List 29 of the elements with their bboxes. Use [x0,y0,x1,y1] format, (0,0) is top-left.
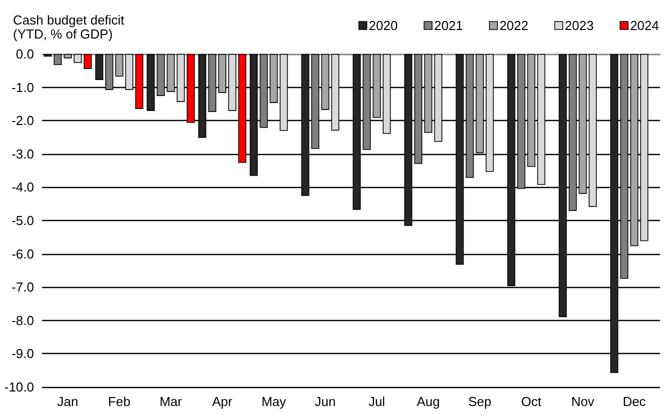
x-tick-label: Dec [622,394,646,409]
y-tick-label: -4.0 [12,180,34,195]
y-tick-label: 0.0 [16,46,34,62]
x-tick-label: Jan [57,394,78,409]
x-tick-label: Apr [212,394,234,409]
y-tick-label: -6.0 [12,246,34,262]
legend-label: 2020 [368,18,398,33]
x-tick-label: Nov [571,394,595,409]
legend-label: 2022 [499,18,528,33]
y-tick-label: -1.0 [12,80,34,95]
y-tick-label: -3.0 [12,146,34,162]
y-tick-label: -5.0 [12,213,34,228]
y-tick-label: -10.0 [4,380,34,394]
x-tick-label: Mar [160,394,183,409]
x-tick-label: May [261,394,287,409]
y-tick-label: -9.0 [12,346,34,362]
legend-label: 2021 [434,18,464,33]
x-tick-label: Aug [416,394,440,409]
legend-label: 2024 [630,18,659,33]
x-tick-label: Feb [108,394,130,409]
y-tick-label: -2.0 [12,113,34,128]
x-tick-label: Jul [368,394,386,409]
x-tick-label: Sep [468,394,492,409]
legend-label: 2023 [564,18,594,33]
x-tick-label: Jun [314,394,336,409]
chart-title: Cash budget deficit (YTD, % of GDP) [13,12,125,42]
x-tick-label: Oct [521,394,542,409]
y-tick-label: -7.0 [12,280,34,295]
y-tick-label: -8.0 [12,312,34,328]
